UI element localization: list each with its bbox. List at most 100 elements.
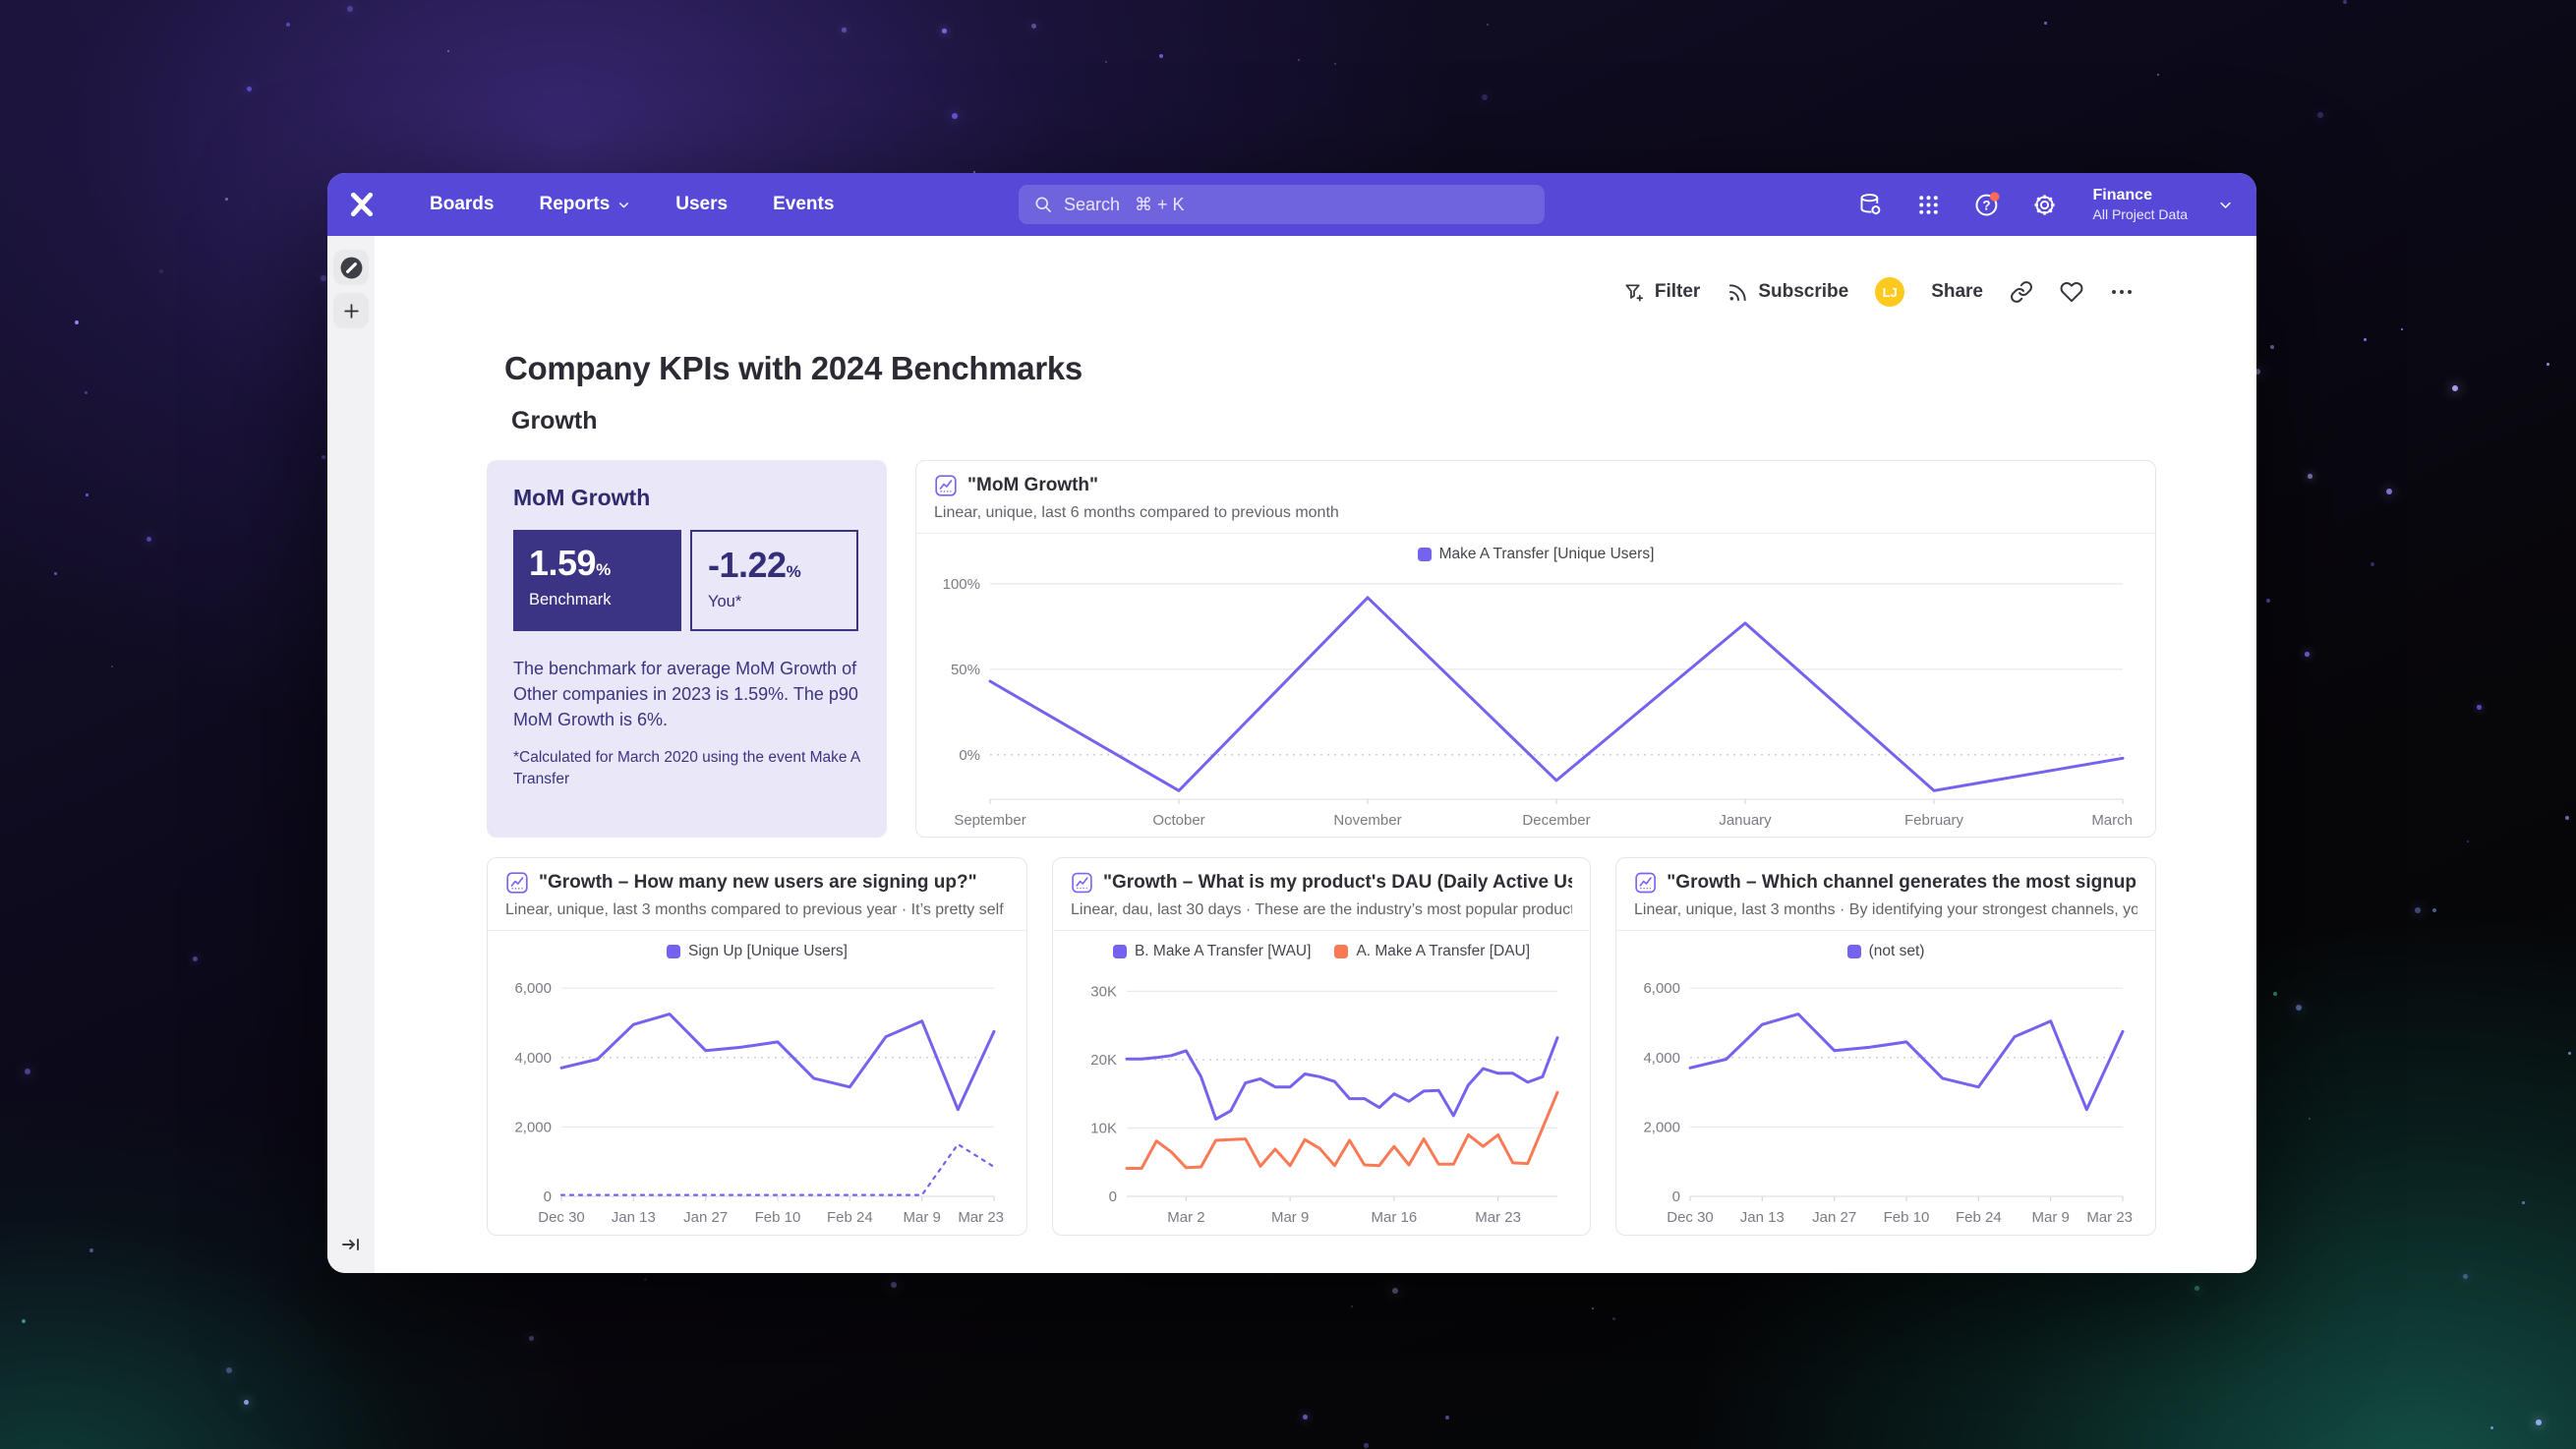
benchmark-footnote: *Calculated for March 2020 using the eve… — [513, 749, 860, 787]
svg-text:Jan 13: Jan 13 — [1740, 1209, 1785, 1226]
apps-grid-icon[interactable] — [1915, 191, 1943, 218]
nav-item-events[interactable]: Events — [773, 194, 835, 214]
svg-text:Feb 10: Feb 10 — [755, 1209, 801, 1226]
legend-label: (not set) — [1868, 943, 1925, 959]
chart-legend[interactable]: (not set) — [1616, 941, 2155, 962]
nav-menu: Boards Reports Users Events — [430, 194, 834, 215]
section-title: Growth — [511, 407, 598, 435]
legend-swatch — [1334, 945, 1349, 958]
svg-text:0: 0 — [1672, 1188, 1680, 1205]
line-chart-plot[interactable]: 30K 20K 10K 0 Mar 2 Mar 9 Mar 16 Mar 23 — [1070, 962, 1573, 1230]
benchmark-description: The benchmark for average MoM Growth of … — [513, 659, 858, 730]
legend-item[interactable]: (not set) — [1846, 943, 1925, 960]
svg-text:November: November — [1333, 812, 1401, 829]
line-chart-plot[interactable]: 100% 50% 0% September October November Decembe… — [933, 565, 2138, 833]
legend-label: A. Make A Transfer [DAU] — [1356, 943, 1531, 959]
benchmark-card-title: MoM Growth — [513, 485, 651, 510]
chart-legend[interactable]: Sign Up [Unique Users] — [488, 941, 1026, 962]
card-title[interactable]: "MoM Growth" — [967, 475, 1099, 495]
svg-text:Dec 30: Dec 30 — [538, 1209, 585, 1226]
svg-text:Mar 23: Mar 23 — [2086, 1209, 2133, 1226]
report-card-dau[interactable]: "Growth – What is my product's DAU (Dail… — [1052, 857, 1591, 1236]
svg-text:December: December — [1522, 812, 1590, 829]
chart-legend[interactable]: B. Make A Transfer [WAU] A. Make A Transf… — [1053, 941, 1590, 962]
top-navigation-bar: Boards Reports Users Events Search ⌘ + K — [327, 173, 2256, 236]
nav-item-boards[interactable]: Boards — [430, 194, 495, 214]
benchmark-card: MoM Growth 1.59% Benchmark -1.22% You* T… — [487, 460, 887, 838]
favorite-button[interactable] — [2060, 280, 2083, 304]
svg-text:Mar 9: Mar 9 — [1271, 1209, 1309, 1226]
nav-right-cluster: ? Finance All Project Data — [1857, 173, 2256, 236]
expand-sidebar-button[interactable] — [339, 1233, 363, 1261]
legend-swatch — [1846, 945, 1861, 958]
svg-text:2,000: 2,000 — [1643, 1119, 1680, 1135]
card-subtitle: Linear, unique, last 3 months · By ident… — [1634, 901, 2137, 918]
line-chart-plot[interactable]: 6,000 4,000 2,000 0 Dec 30 Jan 13 Jan 27 Feb 10… — [1633, 962, 2138, 1230]
search-input[interactable]: Search ⌘ + K — [1019, 185, 1545, 224]
svg-text:4,000: 4,000 — [514, 1050, 552, 1067]
svg-text:6,000: 6,000 — [1643, 980, 1680, 997]
svg-text:Feb 24: Feb 24 — [827, 1209, 873, 1226]
project-switcher[interactable]: Finance All Project Data — [2093, 186, 2188, 224]
filter-button[interactable]: Filter — [1623, 281, 1700, 304]
svg-text:Mar 16: Mar 16 — [1372, 1209, 1418, 1226]
card-header: "Growth – Which channel generates the mo… — [1616, 858, 2155, 931]
card-title[interactable]: "Growth – How many new users are signing… — [539, 872, 977, 893]
you-value-box: -1.22% You* — [690, 530, 858, 631]
line-report-icon — [506, 872, 528, 894]
svg-text:Jan 27: Jan 27 — [1812, 1209, 1856, 1226]
report-card-signups[interactable]: "Growth – How many new users are signing… — [487, 857, 1027, 1236]
legend-swatch — [667, 945, 681, 958]
nav-item-reports[interactable]: Reports — [539, 194, 630, 215]
help-icon[interactable]: ? — [1973, 191, 2001, 218]
more-options-button[interactable] — [2110, 280, 2134, 304]
add-board-button[interactable] — [333, 293, 369, 328]
chevron-down-icon — [619, 202, 629, 207]
share-button[interactable]: Share — [1931, 281, 1983, 302]
svg-text:Mar 9: Mar 9 — [903, 1209, 940, 1226]
card-subtitle: Linear, unique, last 6 months compared t… — [934, 504, 1339, 521]
svg-text:Jan 13: Jan 13 — [612, 1209, 656, 1226]
svg-text:September: September — [954, 812, 1025, 829]
report-card-mom-growth[interactable]: "MoM Growth" Linear, unique, last 6 mont… — [915, 460, 2156, 838]
project-chevron-down-icon[interactable] — [2218, 198, 2233, 212]
avatar[interactable]: LJ — [1875, 277, 1905, 307]
svg-text:10K: 10K — [1090, 1120, 1117, 1136]
settings-gear-icon[interactable] — [2031, 191, 2059, 218]
legend-label: B. Make A Transfer [WAU] — [1134, 943, 1312, 959]
legend-item[interactable]: A. Make A Transfer [DAU] — [1334, 943, 1530, 960]
svg-text:Jan 27: Jan 27 — [683, 1209, 728, 1226]
subscribe-button[interactable]: Subscribe — [1727, 281, 1848, 304]
data-management-icon[interactable] — [1857, 191, 1885, 218]
card-subtitle: Linear, dau, last 30 days · These are th… — [1071, 901, 1572, 918]
card-header: "Growth – What is my product's DAU (Dail… — [1053, 858, 1590, 931]
mixpanel-logo-icon[interactable] — [347, 190, 377, 219]
report-card-channels[interactable]: "Growth – Which channel generates the mo… — [1615, 857, 2156, 1236]
explore-board-button[interactable] — [333, 250, 369, 285]
card-title[interactable]: "Growth – What is my product's DAU (Dail… — [1102, 872, 1572, 893]
svg-text:February: February — [1904, 812, 1964, 829]
svg-text:0%: 0% — [959, 747, 980, 764]
legend-item[interactable]: Sign Up [Unique Users] — [667, 943, 848, 960]
search-placeholder: Search — [1064, 194, 1121, 214]
card-header: "Growth – How many new users are signing… — [488, 858, 1026, 931]
svg-text:October: October — [1152, 812, 1204, 829]
svg-text:50%: 50% — [951, 662, 980, 678]
svg-text:6,000: 6,000 — [514, 980, 552, 997]
copy-link-button[interactable] — [2010, 280, 2033, 304]
line-report-icon — [935, 475, 957, 496]
legend-label: Make A Transfer [Unique Users] — [1438, 546, 1655, 562]
card-title[interactable]: "Growth – Which channel generates the mo… — [1667, 872, 2137, 893]
legend-item[interactable]: B. Make A Transfer [WAU] — [1112, 943, 1312, 960]
svg-text:?: ? — [1982, 198, 1990, 212]
line-chart-plot[interactable]: 6,000 4,000 2,000 0 Dec 30 Jan 13 Jan 27 Feb 10… — [504, 962, 1010, 1230]
rss-icon — [1729, 283, 1746, 301]
nav-item-users[interactable]: Users — [675, 194, 729, 214]
svg-text:20K: 20K — [1090, 1052, 1117, 1069]
plus-icon — [343, 303, 359, 319]
svg-text:Mar 9: Mar 9 — [2031, 1209, 2069, 1226]
project-subtitle: All Project Data — [2092, 206, 2188, 223]
legend-item[interactable]: Make A Transfer [Unique Users] — [1417, 546, 1655, 563]
chart-legend[interactable]: Make A Transfer [Unique Users] — [916, 544, 2155, 565]
